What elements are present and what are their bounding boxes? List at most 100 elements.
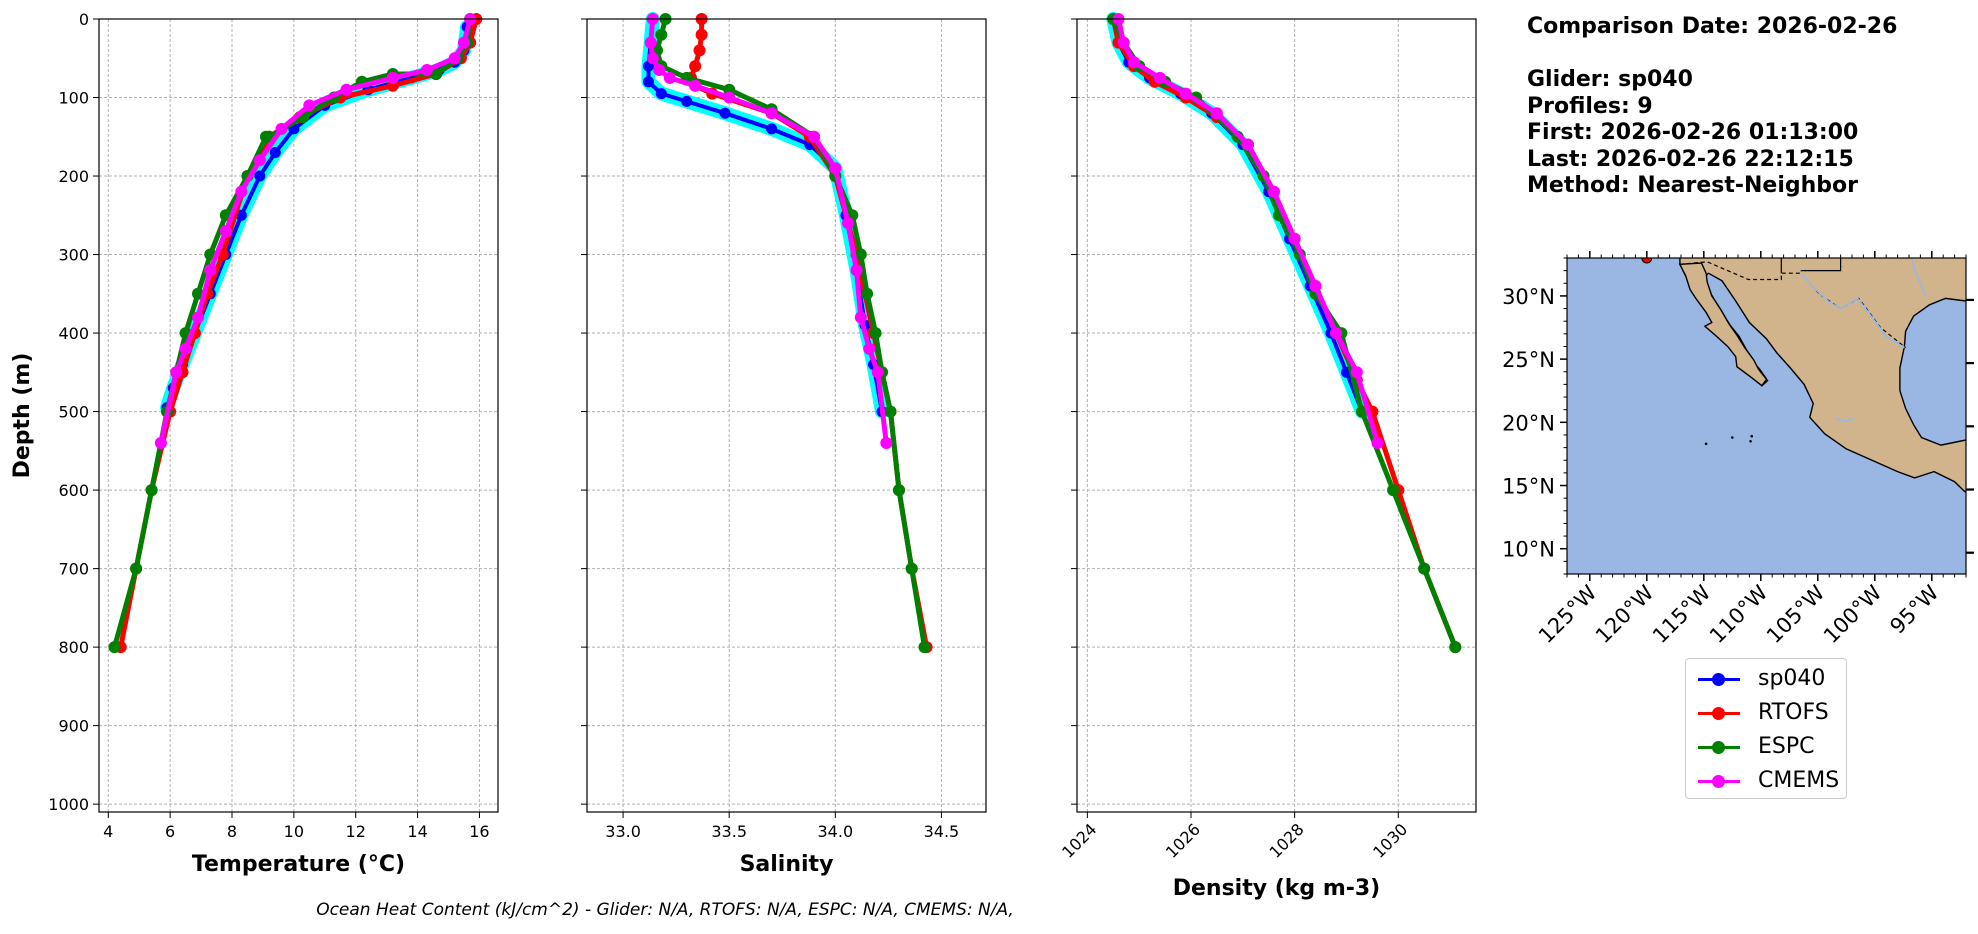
map-lat-label: 30°N [1502, 285, 1555, 309]
data-point-cmems [420, 64, 433, 76]
island [1704, 442, 1708, 446]
data-point-cmems [1210, 107, 1223, 120]
data-point-sp040 [254, 170, 266, 182]
map-content [1567, 258, 1966, 574]
panel-1: 4 6 8 10 12 14 16 0 100 200 300 400 500 600 700 800 900 1… [10, 10, 499, 877]
island [1731, 436, 1734, 439]
river [1910, 258, 1927, 297]
data-point-cmems [179, 342, 192, 355]
data-point-espc [869, 327, 882, 340]
data-point-espc [854, 248, 867, 261]
data-point-espc [918, 641, 931, 654]
first-time: First: 2026-02-26 01:13:00 [1527, 120, 1859, 145]
data-point-cmems [646, 52, 659, 65]
series-line-cmems [648, 18, 889, 444]
data-point-sp040 [719, 107, 731, 119]
map-lat-label: 15°N [1502, 475, 1555, 499]
data-point-sp040 [269, 147, 281, 158]
data-point-cmems [1179, 87, 1192, 100]
axes-frame [586, 18, 987, 813]
map-frame [1566, 257, 1967, 575]
ocean-heat-content-note: Ocean Heat Content (kJ/cm^2) - Glider: N… [316, 900, 1014, 920]
map-lon-label: 110°W [1705, 580, 1773, 648]
y-tick-label: 0 [79, 10, 89, 29]
data-point-cmems [1242, 138, 1254, 151]
data-point-espc [861, 287, 874, 300]
panel-3: 1024 1026 1028 1030 Density (kg m-3) [1058, 12, 1477, 901]
y-tick-label: 900 [58, 717, 89, 736]
data-point-espc [1387, 484, 1400, 497]
data-point-espc [655, 28, 668, 41]
data-point-espc [130, 562, 143, 575]
data-point-cmems [192, 311, 204, 324]
axes-frame [98, 18, 499, 813]
legend-marker-cmems [1712, 775, 1725, 788]
series-cmems [644, 13, 893, 449]
x-tick-label: 34.0 [818, 822, 854, 841]
data-point-cmems [1267, 185, 1280, 198]
legend-item-cmems: CMEMS [1694, 767, 1844, 795]
data-point-cmems [1288, 232, 1301, 245]
data-point-cmems [303, 99, 316, 112]
method: Method: Nearest-Neighbor [1527, 173, 1858, 198]
y-tick-label: 1000 [48, 795, 89, 814]
legend: sp040 RTOFS ESPC CMEMS [1685, 658, 1847, 799]
map-lon-label: 125°W [1534, 580, 1602, 648]
series-sp040 [160, 19, 475, 415]
x-tick-label: 8 [227, 822, 237, 841]
map-lon-label: 105°W [1762, 580, 1830, 648]
legend-marker-sp040 [1712, 673, 1725, 686]
data-point-espc [108, 641, 121, 654]
legend-marker-rtofs [1712, 707, 1725, 720]
data-point-cmems [829, 162, 842, 175]
data-point-espc [1418, 562, 1431, 575]
map-lat-label: 10°N [1502, 538, 1555, 562]
legend-marker-espc [1712, 741, 1725, 754]
legend-item-sp040: sp040 [1694, 665, 1844, 693]
series-line-sp040 [165, 26, 470, 409]
axes-frame [1076, 18, 1477, 813]
profile-count: Profiles: 9 [1527, 93, 1653, 119]
data-point-espc [884, 405, 897, 418]
data-point-cmems [170, 366, 183, 379]
x-tick-label: 12 [346, 822, 366, 841]
data-point-cmems [1371, 437, 1384, 449]
x-tick-label: 33.5 [711, 822, 747, 841]
y-tick-label: 200 [58, 167, 89, 186]
data-point-sp040 [655, 88, 667, 100]
data-point-sp040 [643, 76, 654, 88]
series-line-cmems [158, 18, 473, 444]
data-point-cmems [340, 83, 353, 96]
data-point-cmems [689, 79, 702, 92]
x-axis-label: Temperature (°C) [192, 852, 405, 877]
legend-label-rtofs: RTOFS [1758, 700, 1829, 725]
x-tick-label: 14 [407, 822, 427, 841]
series-cmems [154, 13, 477, 449]
data-point-cmems [1330, 327, 1343, 340]
y-tick-label: 600 [58, 481, 89, 500]
map-lon-label: 115°W [1648, 580, 1716, 648]
data-point-cmems [1117, 36, 1130, 49]
x-tick-label: 1024 [1058, 820, 1100, 862]
data-point-espc [905, 562, 918, 575]
data-point-cmems [765, 107, 778, 120]
data-point-cmems [1128, 56, 1140, 69]
glider-name: Glider: sp040 [1527, 67, 1693, 92]
data-point-cmems [154, 437, 167, 449]
x-axis-label: Density (kg m-3) [1173, 876, 1381, 901]
x-tick-label: 1028 [1265, 820, 1307, 862]
x-tick-label: 6 [165, 822, 175, 841]
y-tick-label: 400 [58, 324, 89, 343]
data-point-sp040 [766, 123, 778, 135]
legend-label-espc: ESPC [1758, 734, 1815, 759]
comparison-date: Comparison Date: 2026-02-26 [1527, 14, 1898, 39]
x-tick-label: 34.5 [924, 822, 960, 841]
island [1750, 434, 1753, 438]
river [1800, 272, 1905, 349]
data-point-espc [260, 130, 272, 143]
data-point-cmems [808, 130, 821, 143]
data-point-cmems [1309, 280, 1322, 292]
y-tick-label: 300 [58, 246, 89, 265]
data-point-cmems [1153, 71, 1166, 84]
state-border [1800, 258, 1842, 272]
